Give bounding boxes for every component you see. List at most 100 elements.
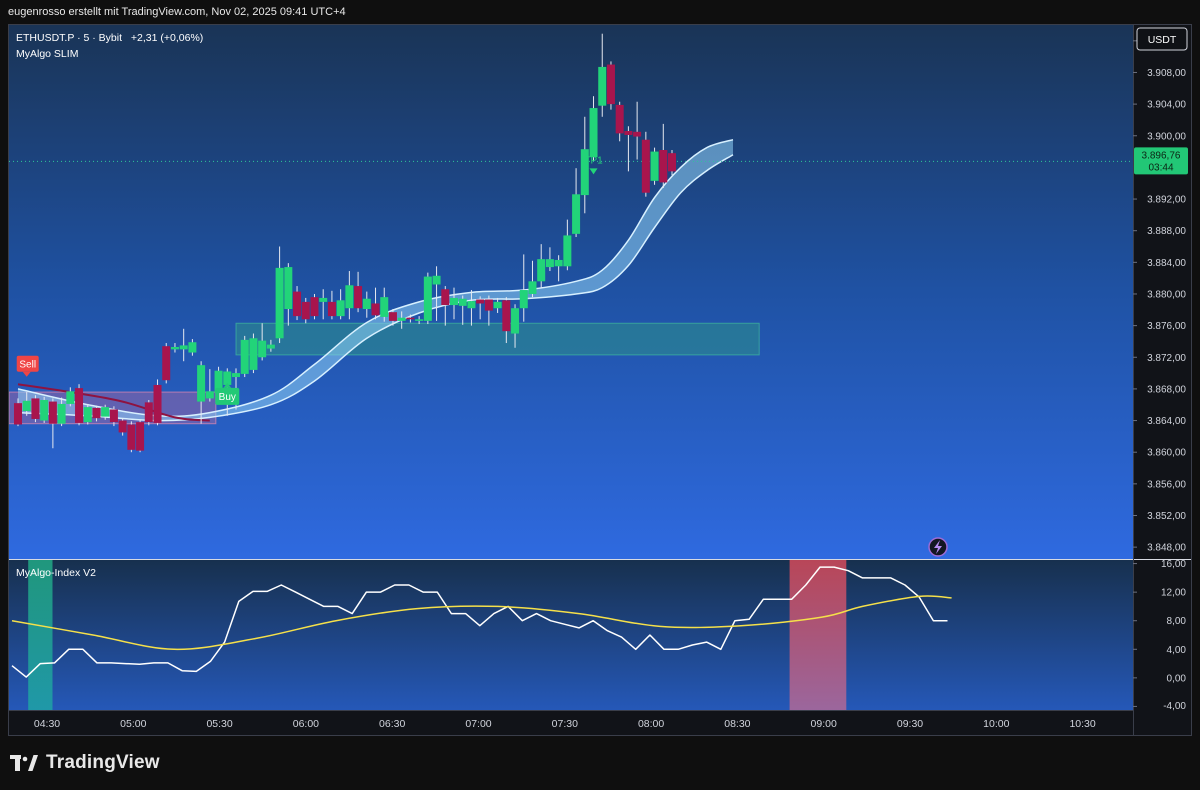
candle-07:45[interactable] — [388, 309, 397, 326]
candle-05:05[interactable] — [109, 406, 118, 427]
candle-04:25[interactable] — [40, 396, 49, 423]
candle-04:15[interactable] — [22, 392, 31, 416]
candle-08:05[interactable] — [423, 272, 432, 325]
candle-05:50[interactable] — [188, 339, 197, 356]
candle-08:20[interactable] — [450, 287, 458, 320]
candle-08:30[interactable] — [467, 290, 476, 326]
candle-08:00[interactable] — [415, 316, 424, 325]
candle-08:15[interactable] — [441, 286, 450, 326]
candle-05:00[interactable] — [101, 404, 110, 420]
candle-09:20[interactable] — [554, 255, 563, 282]
candle-08:50[interactable] — [502, 297, 511, 344]
candle-09:10[interactable] — [537, 244, 546, 288]
candle-04:50[interactable] — [83, 403, 92, 425]
candle-08:25[interactable] — [458, 295, 467, 325]
candle-04:30[interactable] — [48, 398, 57, 449]
candle-09:25[interactable] — [563, 219, 572, 271]
candle-04:20[interactable] — [31, 395, 40, 423]
candle-09:45[interactable] — [598, 33, 607, 117]
candle-10:00[interactable] — [624, 126, 633, 172]
candle-08:55[interactable] — [511, 304, 520, 348]
candle-04:35[interactable] — [57, 397, 66, 427]
candle-06:30[interactable] — [258, 323, 267, 361]
candle-04:40[interactable] — [66, 387, 75, 407]
candle-10:25[interactable] — [668, 149, 676, 176]
candle-06:45[interactable] — [284, 263, 293, 326]
signal-line[interactable] — [11, 595, 952, 651]
candle-body — [22, 400, 31, 412]
time-tick-label: 05:30 — [206, 718, 232, 730]
candle-07:30[interactable] — [362, 291, 371, 318]
candle-08:45[interactable] — [493, 297, 502, 313]
candle-body — [258, 340, 267, 358]
candle-08:40[interactable] — [484, 295, 493, 326]
candle-06:55[interactable] — [301, 297, 310, 324]
index-line[interactable] — [11, 566, 948, 678]
tp-signal-label[interactable]: TP1 — [584, 155, 603, 166]
candle-05:55[interactable] — [197, 361, 206, 424]
legend-symbol[interactable]: ETHUSDT.P · 5 · Bybit +2,31 (+0,06%) — [16, 32, 203, 44]
candle-09:35[interactable] — [580, 116, 589, 214]
candle-10:05[interactable] — [633, 101, 642, 160]
sell-signal-pointer — [22, 371, 31, 377]
candle-06:40[interactable] — [275, 246, 284, 344]
candle-06:00[interactable] — [205, 369, 214, 402]
candle-08:10[interactable] — [432, 266, 441, 321]
tradingview-logo[interactable]: TradingView — [10, 752, 160, 774]
candle-06:50[interactable] — [293, 286, 302, 321]
time-tick-label: 09:00 — [811, 718, 837, 730]
lightning-icon[interactable] — [928, 537, 948, 557]
legend-indicator[interactable]: MyAlgo SLIM — [16, 48, 78, 60]
candle-body — [249, 338, 258, 370]
candle-07:40[interactable] — [380, 287, 389, 322]
candle-05:30[interactable] — [153, 379, 162, 426]
candle-07:25[interactable] — [354, 271, 363, 313]
candle-body — [563, 235, 572, 267]
candle-05:35[interactable] — [162, 343, 171, 384]
candle-04:45[interactable] — [75, 384, 84, 426]
candle-07:15[interactable] — [336, 289, 345, 320]
candle-07:55[interactable] — [406, 314, 415, 323]
sell-trend-line — [17, 383, 210, 422]
candle-06:25[interactable] — [249, 333, 258, 374]
candle-09:50[interactable] — [606, 61, 615, 110]
candle-09:30[interactable] — [572, 168, 581, 238]
candle-09:15[interactable] — [545, 247, 554, 272]
candle-05:15[interactable] — [127, 421, 136, 453]
sell-signal-badge[interactable] — [16, 355, 39, 372]
chart-frame[interactable]: Sell Buy TP1 3.848,00 3.852,00 3.856,00 3.860… — [8, 24, 1192, 736]
candle-09:40[interactable] — [589, 96, 598, 162]
candle-06:20[interactable] — [240, 335, 249, 378]
candle-09:55[interactable] — [615, 101, 624, 142]
candle-10:10[interactable] — [641, 131, 650, 197]
candle-09:05[interactable] — [528, 260, 537, 298]
price-tick-label: 3.860,00 — [1147, 448, 1186, 459]
candle-10:20[interactable] — [659, 123, 668, 188]
candle-body — [162, 346, 171, 381]
candle-05:20[interactable] — [136, 419, 145, 453]
candle-05:45[interactable] — [179, 328, 188, 362]
candle-07:50[interactable] — [397, 311, 406, 329]
candle-04:10[interactable] — [14, 398, 22, 427]
buy-signal-badge[interactable] — [215, 387, 240, 405]
candle-07:00[interactable] — [310, 293, 319, 320]
currency-button[interactable]: USDT — [1136, 27, 1188, 51]
candle-05:10[interactable] — [118, 418, 127, 436]
candle-09:00[interactable] — [519, 254, 528, 322]
chart-canvas[interactable]: Sell Buy TP1 3.848,00 3.852,00 3.856,00 3.860… — [9, 25, 1192, 736]
candle-04:55[interactable] — [92, 405, 101, 422]
candle-08:35[interactable] — [476, 296, 485, 320]
candle-07:10[interactable] — [327, 290, 336, 320]
candle-06:35[interactable] — [266, 339, 275, 352]
price-tick-label: 3.864,00 — [1147, 416, 1186, 427]
candle-07:05[interactable] — [319, 289, 328, 320]
candle-05:40[interactable] — [170, 343, 179, 353]
candle-07:35[interactable] — [371, 287, 380, 320]
candle-05:25[interactable] — [144, 399, 153, 426]
candle-body — [537, 259, 546, 282]
candle-10:15[interactable] — [650, 147, 659, 185]
candle-07:20[interactable] — [345, 271, 354, 320]
legend-oscillator[interactable]: MyAlgo-Index V2 — [16, 567, 96, 579]
top-bar: eugenrosso erstellt mit TradingView.com,… — [0, 0, 1200, 24]
credit-text: eugenrosso erstellt mit TradingView.com,… — [8, 6, 346, 18]
